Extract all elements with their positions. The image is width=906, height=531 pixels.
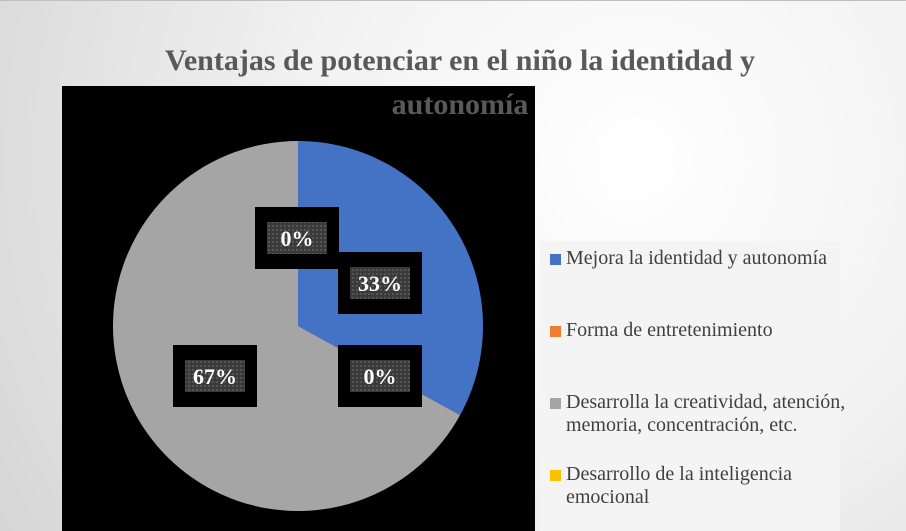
data-label: 67% (193, 364, 237, 389)
data-label: 0% (364, 364, 397, 389)
chart-title: Ventajas de potenciar en el niño la iden… (164, 44, 756, 121)
legend-item: Forma de entretenimiento (550, 319, 846, 342)
legend-label: Mejora la identidad y autonomía (566, 247, 828, 269)
data-label-bg (350, 267, 410, 299)
legend-label: Desarrollo de la inteligencia emocional (566, 463, 793, 508)
data-label-bg (267, 222, 327, 254)
pie-slice (113, 141, 461, 511)
legend-item: Desarrollo de la inteligencia emocional (550, 463, 846, 509)
legend-item: Mejora la identidad y autonomía (550, 247, 846, 270)
legend-label: Desarrolla la creatividad, atención, mem… (566, 391, 846, 436)
data-label-bg (185, 360, 245, 392)
legend-swatch (550, 326, 561, 337)
data-label: 33% (358, 271, 402, 296)
data-label-bg (350, 360, 410, 392)
data-label: 0% (281, 226, 314, 251)
legend-swatch (550, 470, 561, 481)
legend: Mejora la identidad y autonomía Forma de … (540, 241, 845, 531)
legend-item: Desarrolla la creatividad, atención, mem… (550, 391, 846, 437)
legend-label: Forma de entretenimiento (566, 319, 773, 341)
legend-swatch (550, 254, 561, 265)
legend-swatch (550, 398, 561, 409)
